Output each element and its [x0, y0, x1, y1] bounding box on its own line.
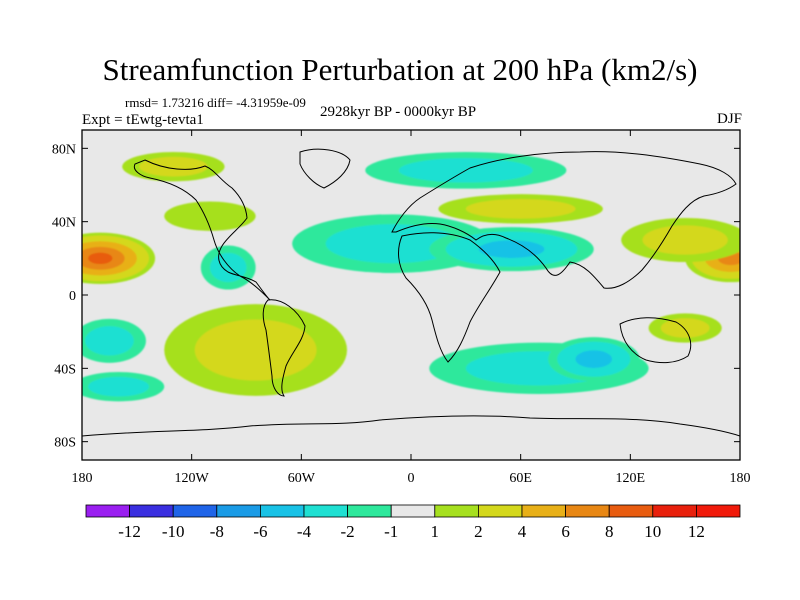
x-tick-label: 0: [408, 471, 415, 486]
coastline-greenland: [299, 148, 351, 189]
colorbar-label: -1: [384, 522, 398, 541]
y-tick-label: 40S: [54, 362, 76, 377]
colorbar-label: -8: [210, 522, 224, 541]
coastline-eurasia: [391, 151, 737, 289]
coastline-layer: [82, 148, 740, 437]
anomaly-contour: [660, 318, 710, 338]
experiment-label: Expt = tEwtg-tevta1: [82, 112, 204, 128]
colorbar-swatch: [521, 504, 566, 518]
x-tick-label: 120E: [616, 471, 646, 486]
anomaly-contour: [88, 252, 113, 265]
colorbar-label: 2: [474, 522, 483, 541]
colorbar-label: -4: [297, 522, 312, 541]
anomaly-contour: [209, 252, 247, 283]
anomaly-contour: [88, 376, 150, 397]
coastline-antarctica: [82, 415, 740, 437]
colorbar-swatch: [216, 504, 261, 518]
anomaly-contour: [575, 350, 613, 368]
axis-ticks: 180 120W 60W 0 60E 120E 180 80N 40N 0 40S 80S: [52, 130, 751, 486]
colorbar-swatch: [434, 504, 479, 518]
colorbar-label: 8: [605, 522, 614, 541]
colorbar-swatch: [477, 504, 523, 518]
colorbar-swatch: [347, 504, 392, 518]
colorbar-swatch: [696, 504, 741, 518]
period-label: 2928kyr BP - 0000kyr BP: [320, 104, 477, 120]
anomaly-contour: [194, 319, 317, 381]
anomaly-contour: [465, 199, 576, 219]
x-tick-label: 180: [730, 471, 751, 486]
colorbar-swatch: [172, 504, 218, 518]
colorbar-label: 12: [688, 522, 705, 541]
anomaly-contour: [325, 224, 460, 264]
colorbar-swatch: [129, 504, 174, 518]
y-tick-label: 40N: [52, 216, 76, 231]
y-tick-label: 80N: [52, 142, 76, 157]
x-tick-label: 120W: [175, 471, 210, 486]
colorbar-swatch: [85, 504, 130, 518]
x-tick-label: 60E: [509, 471, 532, 486]
anomaly-contour: [642, 225, 728, 255]
y-tick-label: 80S: [54, 436, 76, 451]
colorbar-label: 4: [518, 522, 527, 541]
colorbar-label: -2: [341, 522, 355, 541]
anomaly-contour: [164, 201, 256, 231]
coastline-north-america: [133, 159, 271, 301]
anomaly-contour: [139, 156, 208, 177]
colorbar-label: -6: [253, 522, 267, 541]
coastline-south-america: [262, 299, 306, 397]
colorbar-swatch: [608, 504, 654, 518]
x-tick-label: 180: [72, 471, 93, 486]
colorbar-label: 1: [431, 522, 440, 541]
stats-text: rmsd= 1.73216 diff= -4.31959e-09: [125, 95, 306, 110]
x-tick-label: 60W: [288, 471, 316, 486]
season-label: DJF: [716, 111, 742, 127]
colorbar-label: 10: [644, 522, 661, 541]
colorbar-swatch: [565, 504, 610, 518]
colorbar-swatch: [259, 504, 305, 518]
chart-title: Streamfunction Perturbation at 200 hPa (…: [102, 52, 698, 87]
colorbar-swatch: [390, 504, 436, 518]
y-tick-label: 0: [69, 289, 76, 304]
colorbar-label: 6: [561, 522, 570, 541]
coastline-australia: [619, 317, 692, 364]
anomaly-contour: [478, 240, 545, 258]
anomaly-contour: [85, 326, 134, 356]
anomaly-field-layer: [82, 152, 740, 402]
colorbar-swatch: [303, 504, 348, 518]
coastline-africa: [398, 232, 501, 363]
colorbar-swatch: [652, 504, 697, 518]
colorbar: -12 -10 -8 -6 -4 -2 -1 1 2 4 6 8 10 12: [85, 504, 741, 541]
colorbar-label: -10: [162, 522, 185, 541]
colorbar-label: -12: [118, 522, 141, 541]
